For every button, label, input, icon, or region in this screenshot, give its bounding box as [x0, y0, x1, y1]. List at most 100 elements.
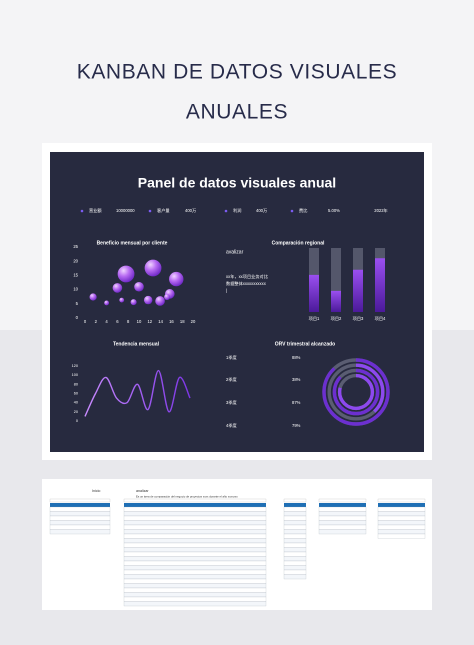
- sheet-row: [377, 533, 426, 539]
- sheet-header: [49, 498, 111, 503]
- sheet-row: [123, 601, 267, 607]
- sheet-row: [283, 511, 307, 517]
- sheet-row: [283, 547, 307, 553]
- x-tick-label: 4: [105, 319, 108, 324]
- bar: [353, 269, 363, 312]
- sheet-row: [283, 551, 307, 557]
- sheet-row: [123, 533, 267, 539]
- row-label: 2季度: [226, 376, 238, 383]
- sheet-row: [123, 556, 267, 562]
- sheet-header: [284, 503, 306, 507]
- sheet-row: [123, 529, 267, 535]
- stat-value: 5.00%: [328, 208, 340, 213]
- y-tick-label: 20: [74, 410, 78, 414]
- bubble: [117, 265, 135, 283]
- y-tick-label: 20: [73, 258, 78, 263]
- x-tick-label: 2: [95, 319, 98, 324]
- ring: [327, 363, 385, 421]
- bubble: [130, 299, 137, 306]
- sheet-row: [283, 542, 307, 548]
- bubble: [89, 293, 97, 301]
- sheet-row: [49, 524, 111, 530]
- bubble: [169, 271, 184, 287]
- sheet-header: [377, 498, 426, 503]
- x-tick-label: 16: [169, 319, 174, 324]
- sheet-row: [318, 511, 367, 517]
- y-tick-label: 0: [76, 315, 79, 320]
- sheet-row: [123, 574, 267, 580]
- sheet-row: [283, 565, 307, 571]
- sheet-header: [123, 498, 267, 503]
- sheet-row: [377, 520, 426, 526]
- analysis-line: 数据整体xxxxxxxxxxx: [226, 280, 267, 287]
- sheet-row: [123, 538, 267, 544]
- row-label: 4季度: [226, 422, 238, 429]
- x-tick-label: 20: [191, 319, 196, 324]
- sheet-row: [318, 515, 367, 521]
- dashboard-title: Panel de datos visuales anual: [138, 175, 336, 191]
- row-value: 87%: [292, 400, 301, 405]
- y-tick-label: 40: [74, 401, 78, 405]
- x-tick-label: 6: [116, 319, 119, 324]
- stat-label: 客户量: [157, 207, 170, 214]
- stat-label: 费比: [299, 207, 307, 214]
- ring: [332, 368, 380, 416]
- sheet-row: [283, 569, 307, 575]
- sheet-row: [318, 506, 367, 512]
- x-tick-label: 项目2: [331, 316, 342, 322]
- row-value: 88%: [292, 355, 301, 360]
- sheet-row: [123, 592, 267, 598]
- sheet-row: [49, 515, 111, 521]
- sheet-row: [283, 524, 307, 530]
- sheet-label: analizar: [136, 489, 149, 493]
- sheet-row: [123, 578, 267, 584]
- sheet-row: [377, 524, 426, 530]
- bubble: [112, 283, 123, 293]
- bullet: [224, 209, 228, 213]
- sheet-row: [377, 506, 426, 512]
- analysis-line: |: [226, 288, 227, 293]
- y-tick-label: 10: [73, 287, 78, 292]
- sheet-row: [283, 574, 307, 580]
- bubble: [119, 297, 125, 303]
- sheet-row: [49, 520, 111, 526]
- sheet-header: [50, 503, 110, 507]
- sheet-row: [49, 511, 111, 517]
- panel-title: Tendencia mensual: [113, 341, 160, 347]
- sheet-row: [318, 524, 367, 530]
- sheet-row: [49, 506, 111, 512]
- sheet-label: Inicio: [92, 489, 100, 493]
- bullet: [290, 209, 294, 213]
- bubble: [164, 293, 171, 300]
- ring: [322, 358, 390, 426]
- sheet-note: Es un área de comparación del negocio de…: [136, 495, 238, 499]
- sheet-row: [123, 565, 267, 571]
- sheet-row: [377, 511, 426, 517]
- sheet-row: [283, 506, 307, 512]
- bubble: [143, 295, 153, 305]
- sheet-row: [123, 560, 267, 566]
- sheet-row: [123, 506, 267, 512]
- stat-label: 营业额: [89, 207, 102, 214]
- sheet-header: [124, 503, 266, 507]
- stats-row: 营业额 10000000 客户量 400万 利润 400万 费比 5.00%: [80, 207, 340, 214]
- y-tick-label: 25: [73, 244, 78, 249]
- y-tick-label: 80: [74, 382, 78, 386]
- stat-value: 400万: [256, 208, 267, 214]
- y-tick-label: 15: [73, 273, 78, 278]
- sheet-row: [123, 524, 267, 530]
- sheet-row: [123, 520, 267, 526]
- sheet-row: [283, 520, 307, 526]
- bar-track: [331, 248, 341, 312]
- sheet-row: [283, 515, 307, 521]
- y-tick-label: 60: [74, 392, 78, 396]
- bar: [375, 258, 385, 312]
- analysis-heading: avalizar: [226, 249, 244, 255]
- sheet-row: [123, 583, 267, 589]
- row-label: 1季度: [226, 354, 238, 361]
- x-tick-label: 项目1: [309, 316, 320, 322]
- row-value: 79%: [292, 423, 301, 428]
- bullet: [148, 209, 152, 213]
- stat-value: 10000000: [116, 208, 135, 213]
